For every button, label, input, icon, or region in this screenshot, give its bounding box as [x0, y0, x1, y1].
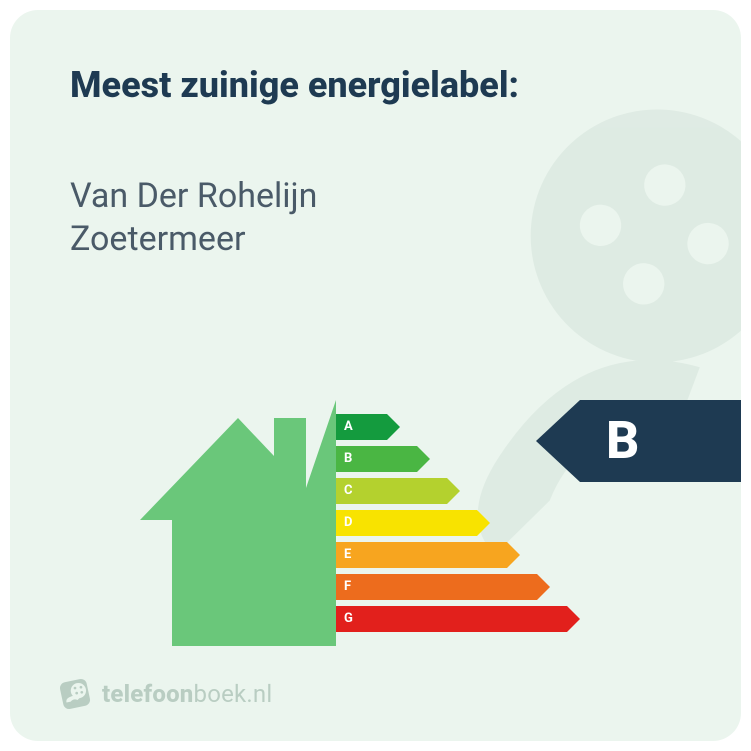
energy-label-card: Meest zuinige energielabel: Van Der Rohe… [10, 10, 741, 741]
brand-bold: telefoon [102, 680, 194, 708]
subtitle-line-1: Van Der Rohelijn [70, 176, 317, 216]
selected-label-letter: B [606, 400, 639, 482]
bar-letter: D [344, 510, 352, 536]
bar-letter: C [344, 478, 353, 504]
brand-text: telefoonboek.nl [102, 680, 272, 708]
bar-shape [336, 478, 460, 504]
bar-letter: E [344, 542, 351, 568]
bar-letter: G [344, 606, 353, 632]
bar-shape [336, 510, 490, 536]
bar-shape [336, 606, 580, 632]
brand-tld: .nl [246, 680, 272, 708]
footer-brand: telefoonboek.nl [58, 677, 272, 711]
bar-letter: F [344, 574, 351, 600]
bar-letter: A [344, 414, 353, 440]
subtitle: Van Der Rohelijn Zoetermeer [70, 175, 317, 260]
title: Meest zuinige energielabel: [70, 64, 519, 106]
bar-shape [336, 542, 520, 568]
brand-light: boek [194, 680, 247, 708]
brand-icon [58, 677, 92, 711]
house-icon [140, 400, 336, 646]
selected-label-badge: B [536, 400, 741, 482]
bar-shape [336, 574, 550, 600]
subtitle-line-2: Zoetermeer [70, 219, 246, 259]
bar-letter: B [344, 446, 352, 472]
